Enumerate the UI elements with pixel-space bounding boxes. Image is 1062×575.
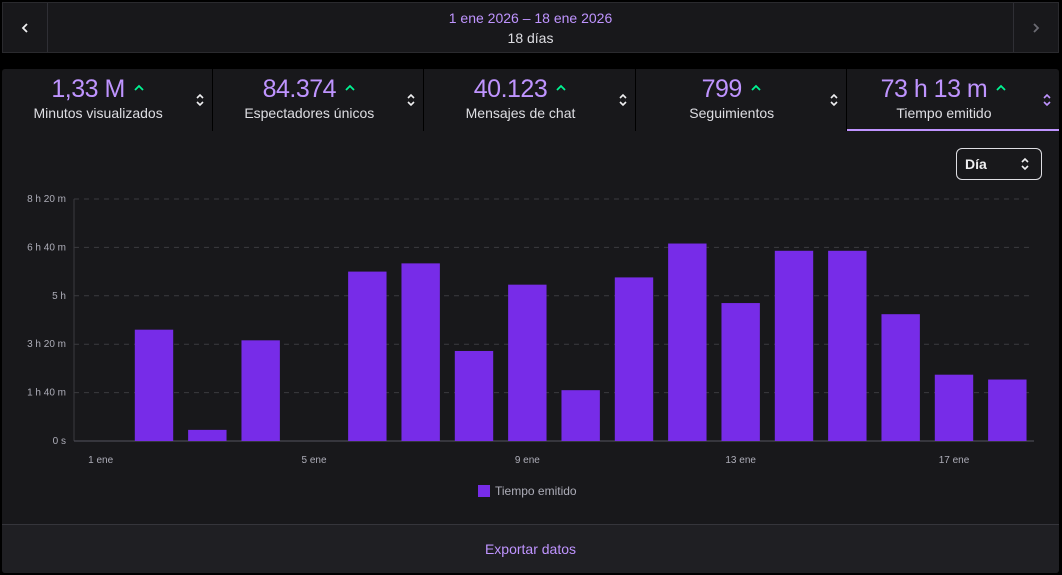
bar-8-ene bbox=[454, 350, 494, 441]
export-data-button[interactable]: Exportar datos bbox=[2, 524, 1059, 573]
date-range-text[interactable]: 1 ene 2026 – 18 ene 2026 bbox=[448, 10, 613, 26]
bar-18-ene bbox=[988, 379, 1027, 441]
bar-16-ene bbox=[881, 314, 920, 441]
stats-panel: 1,33 M Minutos visualizados 84.374 Espec… bbox=[2, 69, 1059, 573]
previous-period-button[interactable] bbox=[3, 3, 48, 52]
x-tick-label: 17 ene bbox=[939, 455, 970, 466]
legend-swatch bbox=[478, 485, 490, 497]
x-tick-label: 13 ene bbox=[725, 455, 756, 466]
time-streamed-chart: 0 s 1 h 40 m 3 h 20 m 5 h 6 h 40 m 8 h 20 m 1 … bbox=[27, 194, 1034, 466]
next-period-button[interactable] bbox=[1013, 3, 1058, 52]
metric-label: Mensajes de chat bbox=[465, 105, 576, 121]
sort-icon bbox=[1043, 93, 1051, 107]
trend-up-icon bbox=[556, 84, 566, 91]
sort-icon bbox=[619, 93, 627, 107]
chevron-left-icon bbox=[21, 22, 28, 33]
y-tick-label: 8 h 20 m bbox=[27, 194, 66, 205]
metric-value: 84.374 bbox=[262, 75, 337, 103]
chevron-right-icon bbox=[1033, 22, 1040, 33]
sort-icon bbox=[196, 93, 204, 107]
metric-label: Seguimientos bbox=[689, 105, 775, 121]
metric-label: Espectadores únicos bbox=[244, 105, 375, 121]
x-tick-label: 9 ene bbox=[515, 455, 540, 466]
y-tick-label: 5 h bbox=[52, 291, 66, 302]
period-select-value: Día bbox=[965, 156, 987, 172]
chart-legend: Tiempo emitido bbox=[478, 484, 577, 498]
metric-tab-follows[interactable]: 799 Seguimientos bbox=[635, 69, 846, 131]
sort-icon bbox=[407, 93, 415, 107]
trend-up-icon bbox=[345, 84, 355, 91]
metric-label: Tiempo emitido bbox=[896, 105, 992, 121]
metric-value: 73 h 13 m bbox=[880, 75, 988, 103]
y-tick-label: 0 s bbox=[53, 436, 66, 447]
bar-12-ene bbox=[668, 243, 707, 441]
bar-10-ene bbox=[561, 390, 600, 441]
metric-value: 799 bbox=[701, 75, 743, 103]
metric-label: Minutos visualizados bbox=[33, 105, 163, 121]
date-days-count: 18 días bbox=[507, 30, 554, 46]
metric-tab-unique-viewers[interactable]: 84.374 Espectadores únicos bbox=[213, 69, 424, 131]
bar-3-ene bbox=[188, 429, 227, 441]
x-tick-label: 5 ene bbox=[301, 455, 326, 466]
trend-up-icon bbox=[134, 84, 144, 91]
y-tick-label: 3 h 20 m bbox=[27, 339, 66, 350]
trend-up-icon bbox=[996, 84, 1006, 91]
bar-17-ene bbox=[934, 374, 974, 441]
bar-2-ene bbox=[134, 329, 174, 441]
metric-tabs: 1,33 M Minutos visualizados 84.374 Espec… bbox=[2, 69, 1059, 131]
legend-label: Tiempo emitido bbox=[495, 484, 577, 498]
bar-7-ene bbox=[401, 263, 440, 441]
bar-13-ene bbox=[721, 303, 760, 441]
bar-9-ene bbox=[508, 284, 547, 441]
bar-11-ene bbox=[614, 277, 654, 441]
y-tick-label: 6 h 40 m bbox=[27, 242, 66, 253]
date-range-bar: 1 ene 2026 – 18 ene 2026 18 días bbox=[2, 2, 1059, 53]
trend-up-icon bbox=[751, 84, 761, 91]
bar-15-ene bbox=[828, 250, 867, 441]
x-tick-label: 1 ene bbox=[88, 455, 113, 466]
bar-14-ene bbox=[774, 250, 814, 441]
metric-tab-time-streamed[interactable]: 73 h 13 m Tiempo emitido bbox=[846, 69, 1059, 131]
export-data-label: Exportar datos bbox=[484, 541, 577, 557]
bar-4-ene bbox=[241, 340, 280, 441]
y-tick-label: 1 h 40 m bbox=[27, 388, 66, 399]
metric-tab-minutes-watched[interactable]: 1,33 M Minutos visualizados bbox=[2, 69, 213, 131]
metric-value: 40.123 bbox=[473, 75, 548, 103]
metric-value: 1,33 M bbox=[51, 75, 125, 103]
bar-6-ene bbox=[348, 271, 387, 441]
period-select[interactable]: Día bbox=[956, 148, 1042, 180]
metric-tab-chat-messages[interactable]: 40.123 Mensajes de chat bbox=[424, 69, 635, 131]
sort-icon bbox=[830, 93, 838, 107]
select-arrows-icon bbox=[1021, 157, 1029, 171]
